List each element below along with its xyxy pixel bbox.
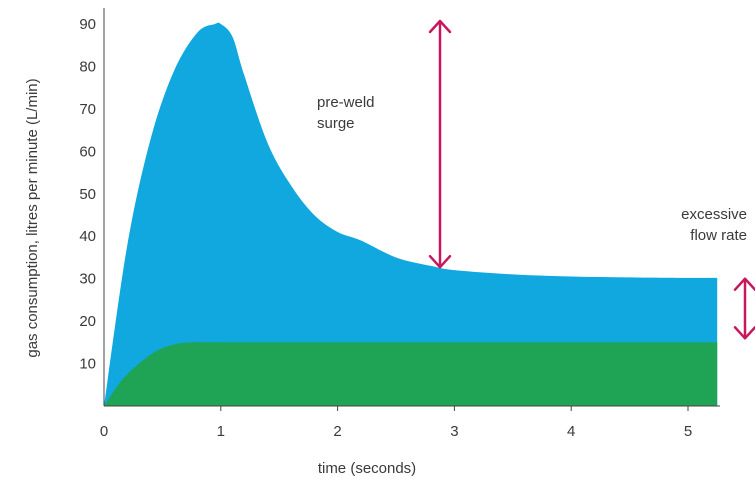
annotations: pre-weld surge excessive flow rate: [317, 19, 755, 340]
y-tick-label: 60: [79, 143, 96, 160]
pre-weld-surge-arrow: [428, 19, 452, 269]
y-axis-title: gas consumption, litres per minute (L/mi…: [24, 78, 41, 357]
y-tick-label: 20: [79, 313, 96, 330]
pre-weld-surge-label: pre-weld surge: [317, 94, 375, 132]
y-tick-label: 50: [79, 186, 96, 203]
y-tick-label: 90: [79, 16, 96, 33]
x-tick-label: 3: [450, 423, 458, 440]
area-series-1: [104, 22, 718, 407]
y-tick-label: 40: [79, 228, 96, 245]
plot-areas: [104, 22, 718, 407]
x-tick-label: 5: [684, 423, 692, 440]
y-tick-label: 80: [79, 58, 96, 75]
y-tick-label: 10: [79, 356, 96, 373]
y-tick-label: 70: [79, 101, 96, 118]
x-axis-title: time (seconds): [318, 460, 416, 477]
tick-labels: 0 1 2 3 4 5 10 20 30 40 50 60 70 80 90: [79, 16, 692, 440]
x-tick-label: 0: [100, 423, 108, 440]
excessive-flow-rate-label: excessive flow rate: [681, 206, 747, 244]
y-tick-label: 30: [79, 271, 96, 288]
excessive-flow-rate-arrow: [733, 277, 755, 340]
area-series-2: [104, 342, 718, 406]
x-tick-label: 1: [217, 423, 225, 440]
axes: [103, 8, 720, 407]
x-tick-label: 2: [333, 423, 341, 440]
x-tick-label: 4: [567, 423, 575, 440]
